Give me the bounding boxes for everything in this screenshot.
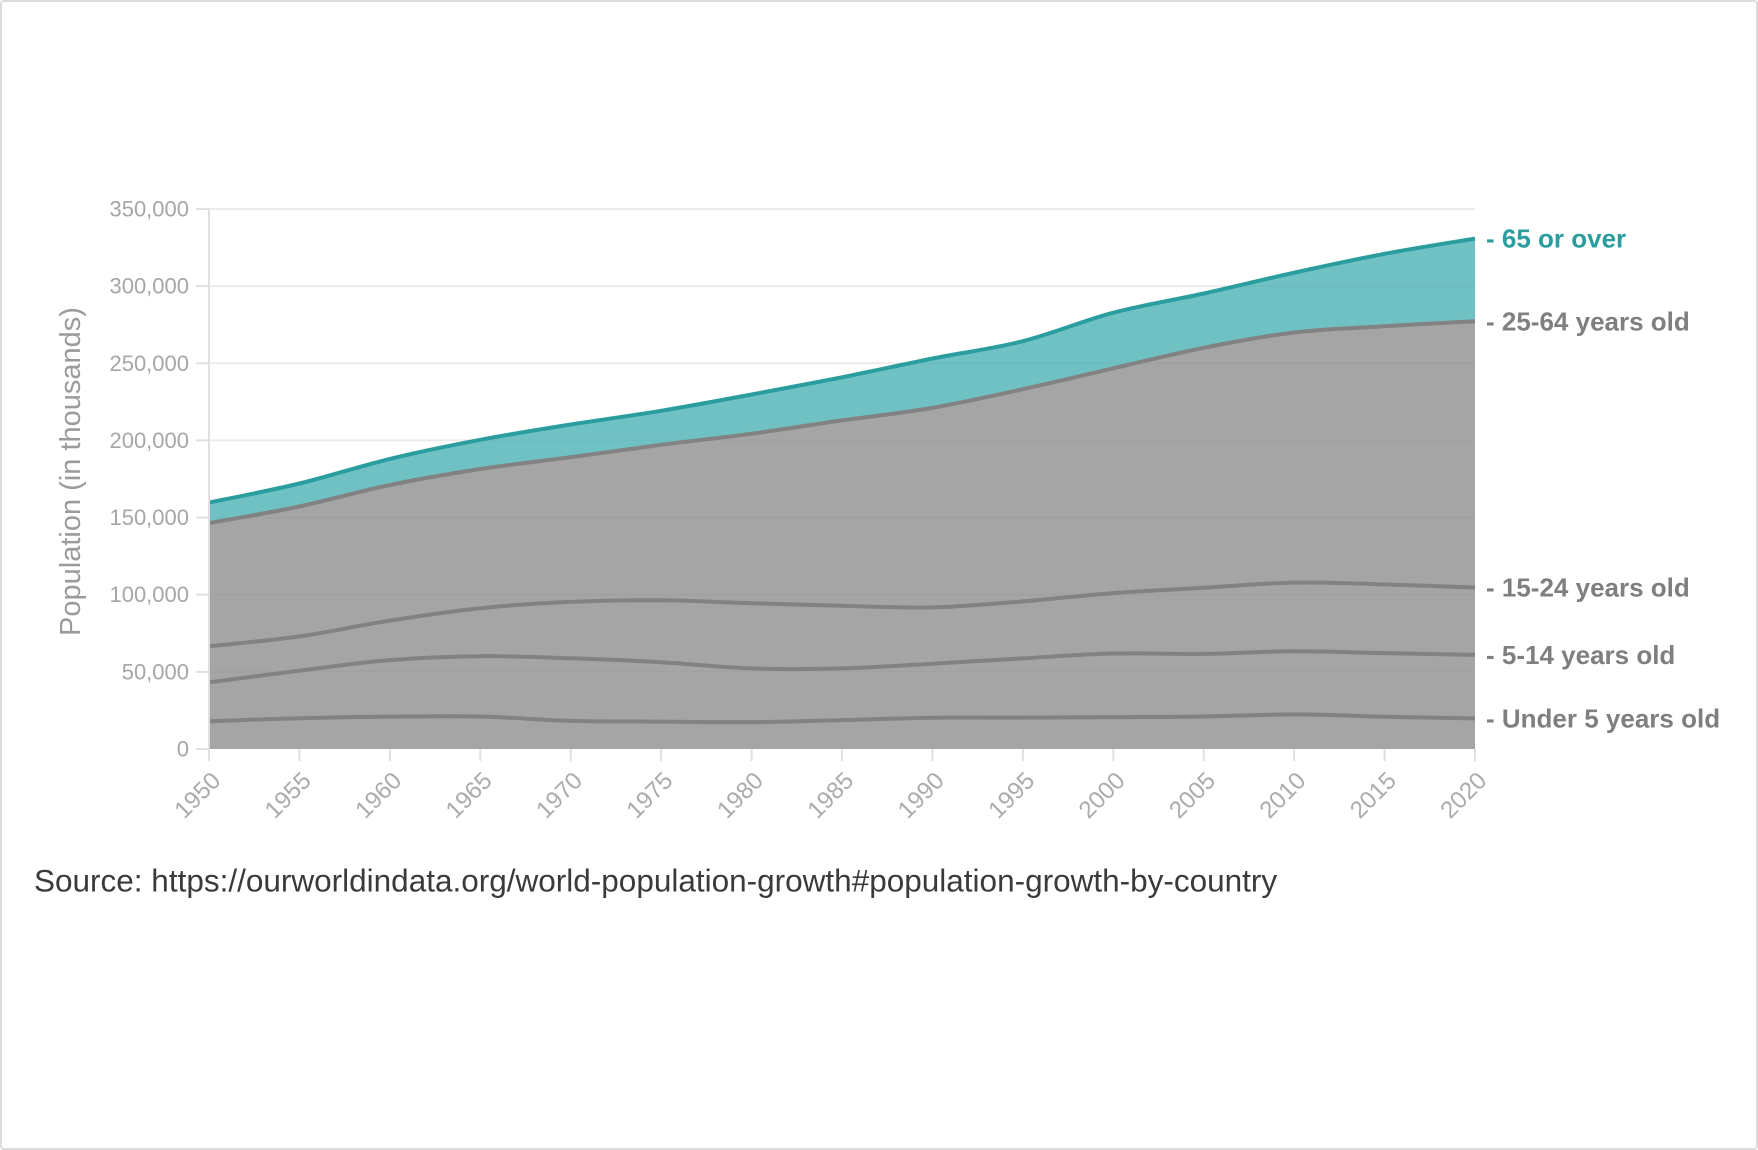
svg-text:Source: https://ourworldindata: Source: https://ourworldindata.org/world… — [34, 863, 1277, 899]
svg-text:1985: 1985 — [802, 767, 859, 824]
svg-text:1965: 1965 — [441, 767, 498, 824]
svg-text:2015: 2015 — [1345, 767, 1402, 824]
svg-text:50,000: 50,000 — [122, 659, 189, 684]
svg-text:2005: 2005 — [1164, 767, 1221, 824]
svg-text:1975: 1975 — [621, 767, 678, 824]
svg-text:1980: 1980 — [712, 767, 769, 824]
svg-text:2020: 2020 — [1435, 767, 1492, 824]
svg-text:300,000: 300,000 — [109, 274, 189, 299]
svg-text:- 15-24 years old: - 15-24 years old — [1486, 573, 1690, 603]
svg-text:Population (in thousands): Population (in thousands) — [55, 307, 87, 636]
svg-text:1990: 1990 — [893, 767, 950, 824]
svg-text:0: 0 — [177, 737, 189, 762]
svg-text:- 5-14 years old: - 5-14 years old — [1486, 640, 1675, 670]
svg-text:1955: 1955 — [260, 767, 317, 824]
svg-text:250,000: 250,000 — [109, 351, 189, 376]
svg-text:1960: 1960 — [350, 767, 407, 824]
svg-text:- 25-64 years old: - 25-64 years old — [1486, 306, 1690, 336]
svg-text:200,000: 200,000 — [109, 428, 189, 453]
svg-text:1970: 1970 — [531, 767, 588, 824]
svg-text:2010: 2010 — [1254, 767, 1311, 824]
svg-text:1950: 1950 — [169, 767, 226, 824]
svg-text:1995: 1995 — [983, 767, 1040, 824]
svg-text:150,000: 150,000 — [109, 505, 189, 530]
svg-text:2000: 2000 — [1074, 767, 1131, 824]
svg-text:- 65 or over: - 65 or over — [1486, 224, 1626, 254]
svg-text:100,000: 100,000 — [109, 582, 189, 607]
svg-text:350,000: 350,000 — [109, 197, 189, 222]
svg-text:- Under 5 years old: - Under 5 years old — [1486, 703, 1720, 733]
